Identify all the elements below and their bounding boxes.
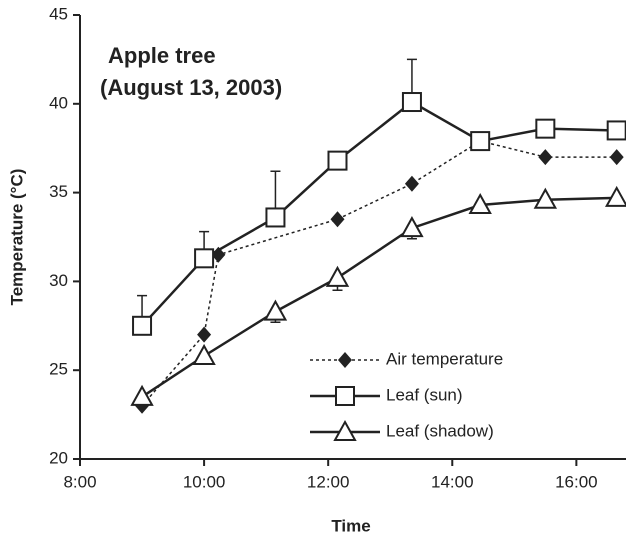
data-point: [468, 192, 492, 215]
legend-marker: [335, 386, 355, 406]
x-tick-label: 10:00: [183, 472, 226, 491]
y-tick-label: 20: [49, 448, 68, 467]
data-point: [533, 187, 558, 209]
data-point: [265, 207, 286, 228]
y-tick-label: 40: [49, 93, 68, 112]
data-point: [325, 265, 350, 287]
data-point: [263, 299, 288, 321]
x-tick-label: 14:00: [431, 472, 474, 491]
legend-label: Air temperature: [386, 349, 503, 368]
chart-title: (August 13, 2003): [100, 75, 282, 100]
series-line: [141, 196, 617, 398]
data-point: [604, 185, 626, 207]
legend-label: Leaf (shadow): [386, 421, 494, 440]
data-point: [197, 326, 212, 343]
y-tick-label: 45: [49, 4, 68, 23]
data-point: [192, 343, 216, 365]
y-tick-label: 35: [49, 182, 68, 201]
legend-marker: [333, 419, 357, 441]
x-tick-label: 16:00: [555, 472, 598, 491]
y-tick-label: 25: [49, 360, 68, 379]
legend-marker: [338, 352, 352, 368]
data-point: [400, 216, 424, 238]
legend-label: Leaf (sun): [386, 385, 463, 404]
data-point: [609, 149, 624, 166]
data-point: [330, 211, 345, 228]
series-line: [141, 140, 617, 407]
data-point: [327, 150, 348, 171]
data-point: [401, 92, 422, 113]
y-tick-label: 30: [49, 271, 68, 290]
data-point: [130, 384, 154, 406]
data-point: [404, 175, 419, 192]
data-point: [132, 315, 153, 336]
chart-title: Apple tree: [108, 43, 216, 68]
data-point: [470, 131, 491, 152]
series-line: [141, 100, 617, 327]
y-axis-label: Temperature (°C): [7, 169, 26, 306]
data-point: [535, 118, 556, 139]
data-point: [194, 248, 215, 269]
x-axis-label: Time: [331, 516, 370, 535]
x-tick-label: 8:00: [63, 472, 96, 491]
data-point: [606, 120, 626, 141]
x-tick-label: 12:00: [307, 472, 350, 491]
data-point: [538, 149, 553, 166]
